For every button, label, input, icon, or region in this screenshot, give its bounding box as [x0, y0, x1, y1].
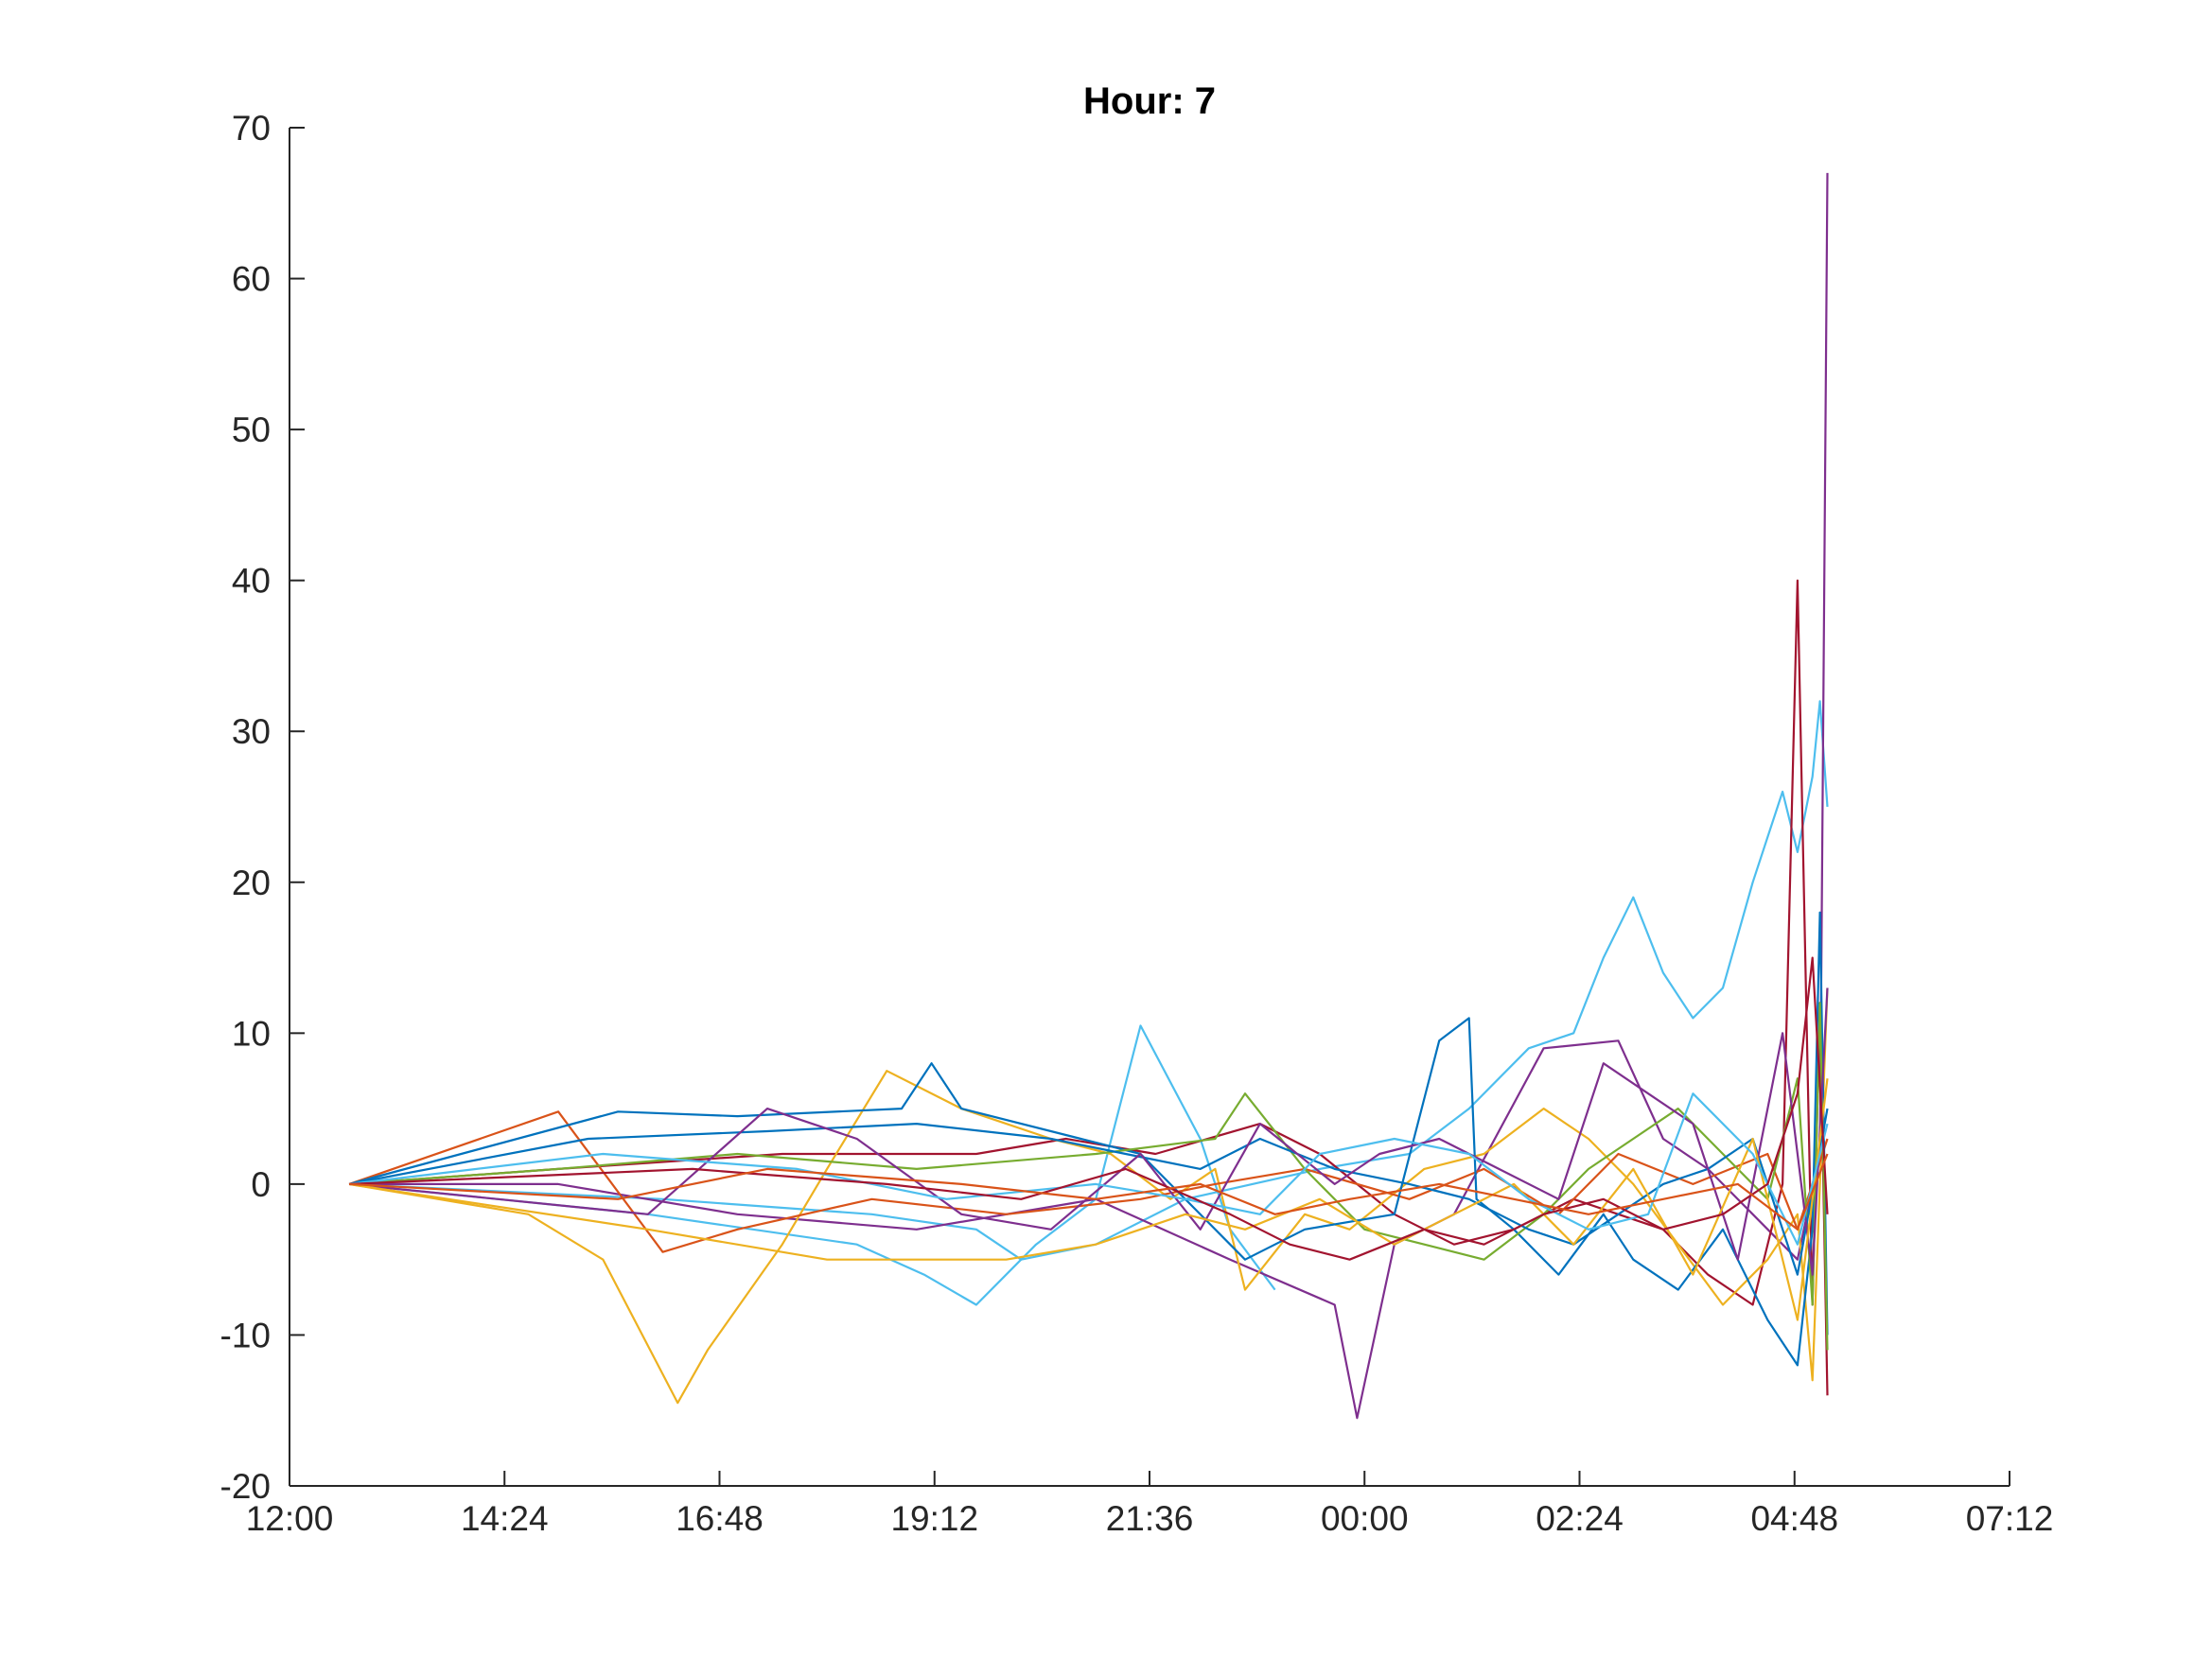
series-line-13 [349, 956, 1829, 1261]
series-line-12 [348, 1092, 1829, 1246]
y-tick-label: 60 [232, 260, 271, 299]
axes [289, 128, 2010, 1487]
chart-title: Hour: 7 [1083, 80, 1216, 122]
series-line-2 [348, 1024, 1276, 1306]
series-layer [348, 172, 1829, 1420]
x-tick-label: 12:00 [246, 1499, 334, 1538]
y-tick-label: 50 [232, 410, 271, 449]
series-line-4 [349, 579, 1829, 1396]
y-tick-label: 30 [232, 712, 271, 751]
series-line-7 [348, 911, 1829, 1367]
x-tick-label: 02:24 [1536, 1499, 1624, 1538]
y-tick-label: 20 [232, 864, 271, 902]
series-line-10 [348, 987, 1829, 1276]
x-tick-label: 07:12 [1966, 1499, 2054, 1538]
y-tick-label: 10 [232, 1014, 271, 1053]
series-line-6 [348, 1110, 1829, 1253]
x-tick-label: 16:48 [676, 1499, 764, 1538]
x-tick-label: 04:48 [1750, 1499, 1838, 1538]
y-tick-label: 40 [232, 562, 271, 601]
y-tick-label: 70 [232, 109, 271, 148]
x-tick-label: 00:00 [1321, 1499, 1409, 1538]
series-line-5 [348, 987, 1829, 1405]
y-tick-label: -20 [220, 1467, 271, 1506]
series-line-14 [349, 1153, 1829, 1231]
series-line-11 [348, 1078, 1829, 1321]
y-tick-label: -10 [220, 1316, 271, 1354]
x-tick-label: 19:12 [890, 1499, 978, 1538]
y-ticks: -20 -10 0 10 20 30 40 50 60 70 [220, 109, 305, 1506]
x-tick-label: 21:36 [1106, 1499, 1194, 1538]
series-line-8 [349, 1002, 1829, 1351]
y-tick-label: 0 [251, 1165, 271, 1204]
series-line-1 [349, 700, 1829, 1261]
x-ticks: 12:00 14:24 16:48 19:12 21:36 00:00 02:24 04:48… [246, 1471, 2054, 1538]
series-line-3 [349, 172, 1829, 1420]
series-line-9 [348, 1108, 1829, 1276]
x-tick-label: 14:24 [461, 1499, 549, 1538]
